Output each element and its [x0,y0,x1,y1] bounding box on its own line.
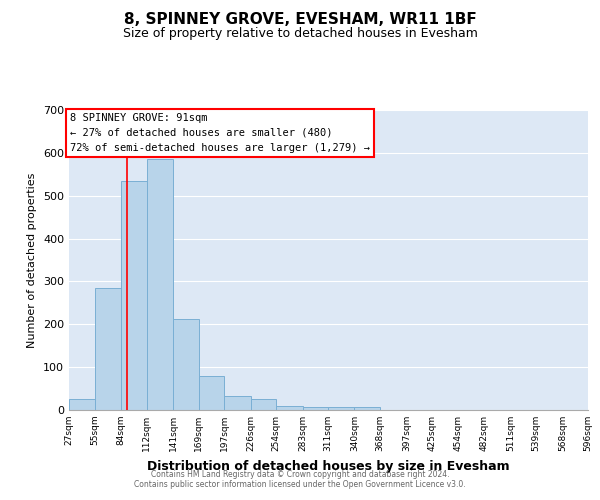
Bar [146,160,173,410]
Text: 8 SPINNEY GROVE: 91sqm
← 27% of detached houses are smaller (480)
72% of semi-de: 8 SPINNEY GROVE: 91sqm ← 27% of detached… [70,113,370,152]
Bar [302,406,328,410]
Bar [276,406,302,410]
Bar [224,396,251,410]
Bar [251,400,276,410]
Text: 8, SPINNEY GROVE, EVESHAM, WR11 1BF: 8, SPINNEY GROVE, EVESHAM, WR11 1BF [124,12,476,28]
Bar [173,319,199,410]
Text: Contains public sector information licensed under the Open Government Licence v3: Contains public sector information licen… [134,480,466,489]
Bar [95,288,121,410]
Bar [355,407,380,410]
Bar [328,406,355,410]
X-axis label: Distribution of detached houses by size in Evesham: Distribution of detached houses by size … [147,460,510,472]
Bar [199,376,224,410]
Bar [121,180,146,410]
Y-axis label: Number of detached properties: Number of detached properties [28,172,37,348]
Text: Size of property relative to detached houses in Evesham: Size of property relative to detached ho… [122,28,478,40]
Bar [69,400,95,410]
Text: Contains HM Land Registry data © Crown copyright and database right 2024.: Contains HM Land Registry data © Crown c… [151,470,449,479]
